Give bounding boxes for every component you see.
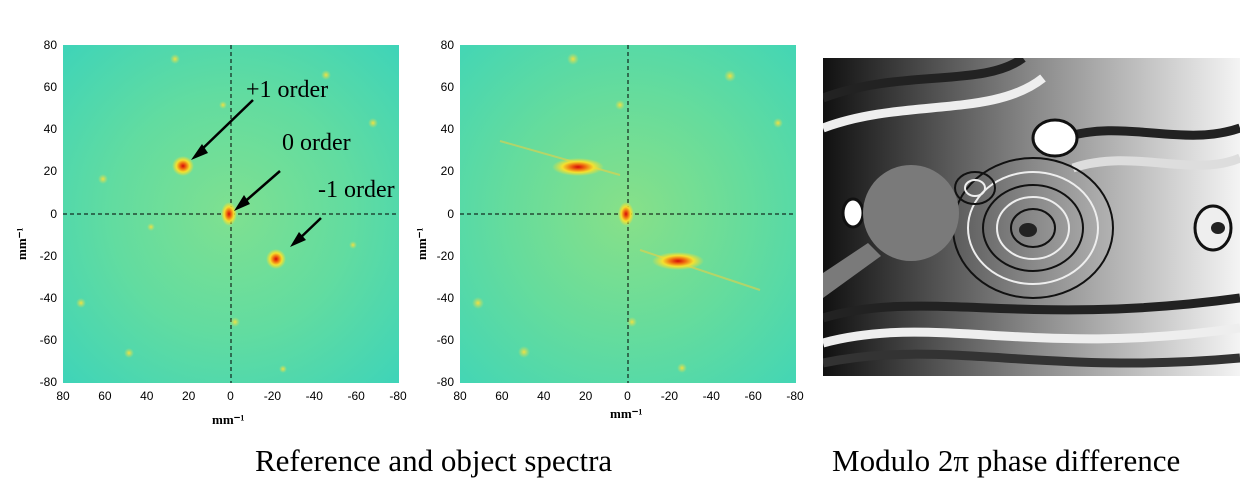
y-tick-label: 80 bbox=[43, 38, 57, 52]
phase-difference-map bbox=[823, 58, 1240, 376]
y-tick-label: 40 bbox=[43, 122, 57, 137]
x-tick-label: -80 bbox=[786, 389, 804, 403]
y-tick-label: -40 bbox=[39, 290, 57, 305]
y-tick-label: -40 bbox=[436, 290, 454, 305]
minus-one-order-peak bbox=[266, 249, 286, 269]
y-tick-label: -80 bbox=[39, 375, 57, 389]
object-spectrum-panel: mm⁻¹ 80 60 40 20 0 -20 -40 -60 -80 bbox=[400, 30, 820, 440]
x-tick-label: 40 bbox=[140, 389, 154, 403]
x-tick-label: -60 bbox=[347, 389, 365, 403]
x-tick-label: 40 bbox=[537, 389, 551, 403]
y-tick-label: 20 bbox=[43, 164, 57, 179]
spectrum-image bbox=[63, 45, 399, 383]
x-tick-label: -60 bbox=[744, 389, 762, 403]
y-tick-label: 80 bbox=[440, 38, 454, 52]
x-tick-label: 20 bbox=[181, 389, 196, 403]
zero-order-peak bbox=[221, 202, 237, 226]
y-tick-label: -60 bbox=[39, 332, 57, 347]
x-tick-label: 60 bbox=[495, 389, 509, 403]
y-tick-label: 60 bbox=[43, 80, 57, 95]
x-tick-label: 60 bbox=[98, 389, 112, 403]
y-tick-label: 60 bbox=[440, 80, 454, 95]
x-tick-label: 0 bbox=[227, 389, 234, 403]
x-tick-label: 80 bbox=[56, 389, 70, 403]
phase-caption: Modulo 2π phase difference bbox=[832, 443, 1181, 478]
spectra-caption: Reference and object spectra bbox=[255, 443, 613, 478]
y-tick-label: -60 bbox=[436, 332, 454, 347]
y-tick-label: 0 bbox=[50, 206, 57, 221]
x-tick-label: -40 bbox=[702, 389, 720, 403]
x-tick-label: -20 bbox=[263, 389, 282, 403]
plus-one-order-label: +1 order bbox=[246, 77, 329, 103]
y-tick-label: 20 bbox=[440, 164, 454, 179]
obstruction-disk bbox=[863, 165, 959, 261]
x-tick-label: -40 bbox=[305, 389, 323, 403]
x-tick-label: -80 bbox=[389, 389, 407, 403]
object-spectrum-plot bbox=[460, 45, 796, 383]
x-tick-label: -20 bbox=[660, 389, 679, 403]
plus-one-order-peak bbox=[172, 156, 194, 176]
x-tick-label: 80 bbox=[453, 389, 467, 403]
y-tick-label: 0 bbox=[447, 206, 454, 221]
y-tick-label: -80 bbox=[436, 375, 454, 389]
y-tick-label: -20 bbox=[39, 248, 57, 263]
reference-spectrum-plot bbox=[63, 45, 399, 383]
minus-one-order-label: -1 order bbox=[318, 177, 395, 203]
phase-map-image bbox=[823, 58, 1240, 376]
x-tick-label: 0 bbox=[624, 389, 631, 403]
x-axis-label: mm⁻¹ bbox=[610, 406, 643, 421]
y-tick-label: -20 bbox=[436, 248, 454, 263]
spectrum-image bbox=[460, 45, 796, 383]
reference-spectrum-panel: mm⁻¹ 80 60 40 20 0 -20 -40 -60 -80 bbox=[0, 30, 420, 440]
y-tick-label: 40 bbox=[440, 122, 454, 137]
zero-order-label: 0 order bbox=[282, 130, 351, 156]
x-tick-label: 20 bbox=[578, 389, 593, 403]
x-axis-label: mm⁻¹ bbox=[212, 412, 245, 427]
